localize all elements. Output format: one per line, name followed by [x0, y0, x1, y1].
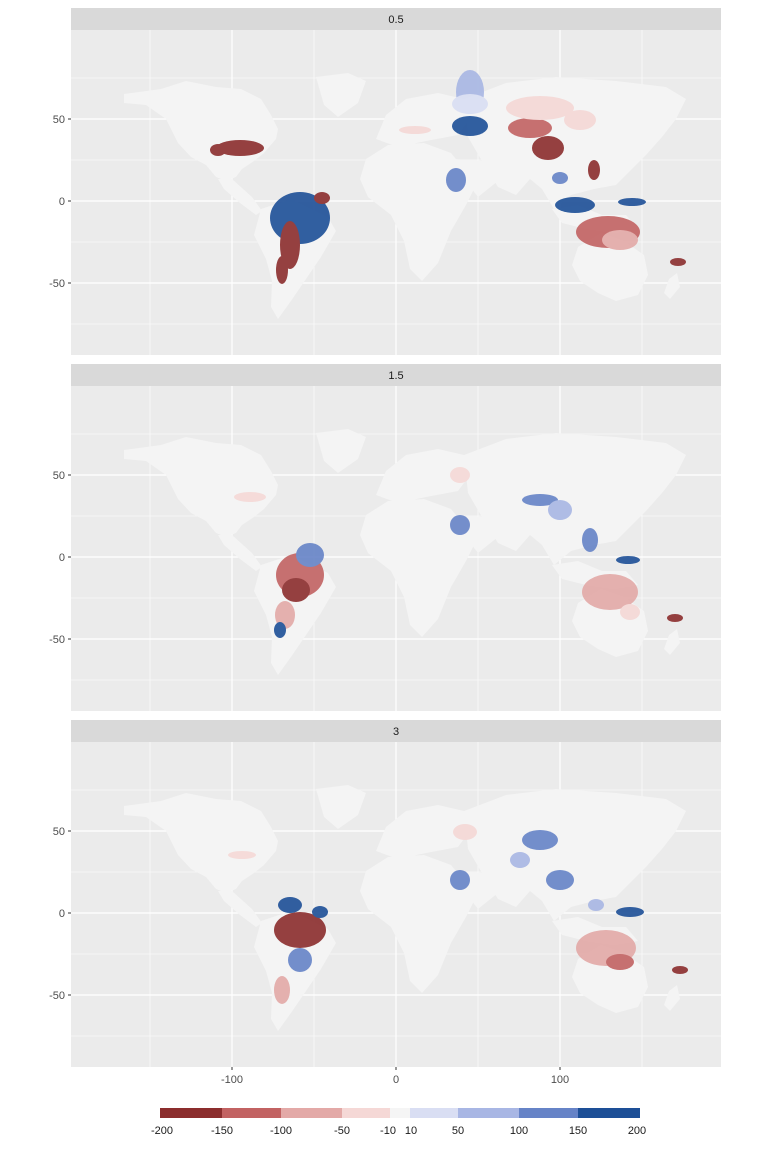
value-patch	[552, 172, 568, 184]
map-panel: 0.5 50 0 -50	[49, 8, 721, 355]
value-patch	[618, 198, 646, 206]
legend-swatch	[578, 1108, 640, 1118]
value-patch	[582, 574, 638, 610]
value-patch	[672, 966, 688, 974]
value-patch	[588, 899, 604, 911]
legend-label: 100	[510, 1125, 528, 1137]
legend-label: -50	[334, 1125, 350, 1137]
value-patch	[670, 258, 686, 266]
facet-strip	[71, 364, 721, 386]
value-patch	[274, 622, 286, 638]
value-patch	[446, 168, 466, 192]
legend-label: 200	[628, 1125, 646, 1137]
value-patch	[399, 126, 431, 134]
value-patch	[314, 192, 330, 204]
value-patch	[564, 110, 596, 130]
legend-swatch	[160, 1108, 222, 1118]
value-patch	[234, 492, 266, 502]
y-tick-label: 50	[53, 114, 65, 126]
value-patch	[508, 118, 552, 138]
y-tick-label: 0	[59, 196, 65, 208]
value-patch	[452, 116, 488, 136]
legend-label: -150	[211, 1125, 233, 1137]
value-patch	[288, 948, 312, 972]
value-patch	[616, 556, 640, 564]
legend-label: -100	[270, 1125, 292, 1137]
legend-label: 10	[405, 1125, 417, 1137]
y-tick-label: -50	[49, 634, 65, 646]
color-legend: -200 -150 -100 -50 -10 10 50 100 150 200	[151, 1108, 646, 1137]
facet-label: 3	[393, 726, 399, 738]
value-patch	[282, 578, 310, 602]
legend-label: -200	[151, 1125, 173, 1137]
value-patch	[667, 614, 683, 622]
x-axis: -100 0 100	[221, 1067, 569, 1086]
x-tick-label: -100	[221, 1074, 243, 1086]
x-tick-label: 0	[393, 1074, 399, 1086]
map-panel: 3 50 0 -50	[49, 720, 721, 1067]
value-patch	[450, 467, 470, 483]
legend-swatch	[519, 1108, 578, 1118]
value-patches	[210, 70, 686, 284]
value-patch	[450, 515, 470, 535]
y-tick-label: -50	[49, 278, 65, 290]
value-patch	[555, 197, 595, 213]
value-patch	[216, 140, 264, 156]
value-patch	[312, 906, 328, 918]
value-patch	[588, 160, 600, 180]
value-patch	[582, 528, 598, 552]
value-patch	[274, 912, 326, 948]
y-tick-label: 0	[59, 908, 65, 920]
value-patch	[296, 543, 324, 567]
value-patch	[510, 852, 530, 868]
y-tick-label: 50	[53, 470, 65, 482]
value-patch	[210, 144, 226, 156]
value-patch	[506, 96, 574, 120]
facet-strip	[71, 8, 721, 30]
value-patch	[620, 604, 640, 620]
value-patch	[532, 136, 564, 160]
value-patches	[234, 467, 683, 638]
facet-label: 0.5	[388, 14, 403, 26]
value-patch	[616, 907, 644, 917]
legend-label: 50	[452, 1125, 464, 1137]
value-patch	[548, 500, 572, 520]
value-patch	[280, 221, 300, 269]
facet-label: 1.5	[388, 370, 403, 382]
y-tick-label: -50	[49, 990, 65, 1002]
value-patch	[228, 851, 256, 859]
value-patch	[606, 954, 634, 970]
y-tick-label: 50	[53, 826, 65, 838]
value-patch	[278, 897, 302, 913]
value-patch	[522, 830, 558, 850]
value-patch	[522, 494, 558, 506]
map-panel: 1.5 50 0 -50	[49, 364, 721, 711]
value-patch	[546, 870, 574, 890]
value-patch	[450, 870, 470, 890]
value-patch	[602, 230, 638, 250]
legend-swatch	[458, 1108, 519, 1118]
value-patch	[276, 256, 288, 284]
value-patch	[274, 976, 290, 1004]
x-tick-label: 100	[551, 1074, 569, 1086]
value-patch	[452, 94, 488, 114]
legend-swatch	[410, 1108, 458, 1118]
legend-swatch	[342, 1108, 390, 1118]
legend-swatch	[390, 1108, 410, 1118]
legend-swatch	[281, 1108, 342, 1118]
legend-swatch	[222, 1108, 281, 1118]
y-tick-label: 0	[59, 552, 65, 564]
value-patches	[228, 824, 688, 1004]
legend-label: -10	[380, 1125, 396, 1137]
value-patch	[453, 824, 477, 840]
legend-label: 150	[569, 1125, 587, 1137]
facet-strip	[71, 720, 721, 742]
